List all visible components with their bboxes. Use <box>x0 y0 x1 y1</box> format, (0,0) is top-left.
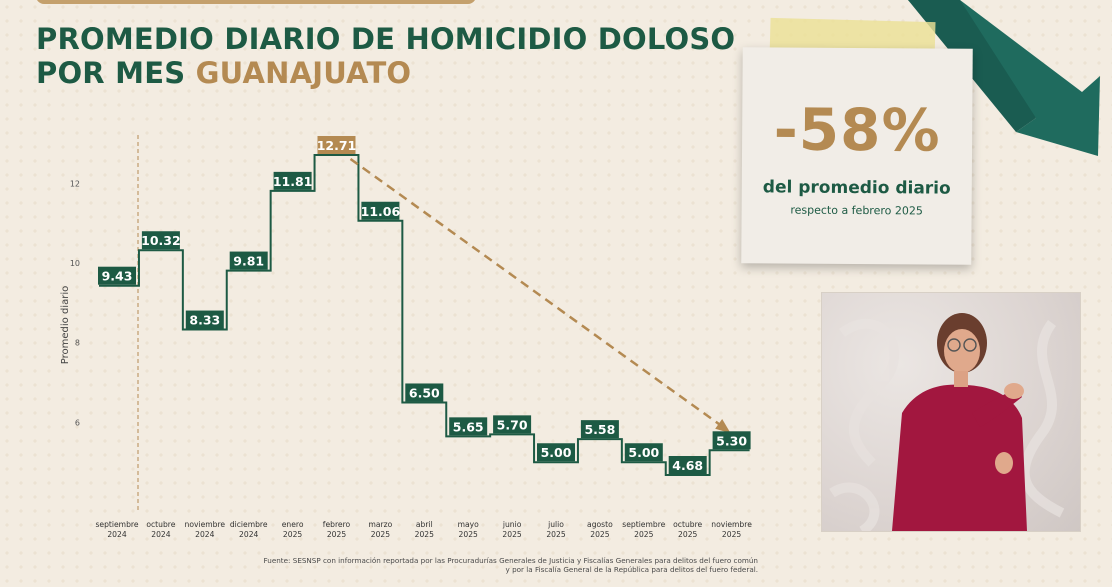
trend-arrow-head-icon <box>715 418 731 434</box>
y-tick-label: 10 <box>70 259 80 268</box>
x-tick-month: junio <box>502 520 522 529</box>
page-title: PROMEDIO DIARIO DE HOMICIDIO DOLOSO POR … <box>36 22 735 90</box>
value-label: 5.70 <box>493 415 532 434</box>
value-label: 9.81 <box>229 251 268 270</box>
value-label-text: 4.68 <box>672 458 703 473</box>
value-label-box <box>273 171 312 190</box>
value-label-box <box>537 443 575 462</box>
value-label: 5.65 <box>449 417 488 436</box>
value-label-text: 10.32 <box>141 233 181 248</box>
value-label-box <box>493 415 532 434</box>
x-tick-year: 2024 <box>107 530 126 539</box>
value-label-text: 11.81 <box>273 174 313 189</box>
top-accent-bar <box>36 0 476 4</box>
value-label-box <box>580 420 619 439</box>
value-label-text: 5.00 <box>628 445 659 460</box>
x-tick-year: 2025 <box>546 530 565 539</box>
y-tick-label: 8 <box>75 339 80 348</box>
x-tick-month: septiembre <box>95 520 138 529</box>
x-tick-month: febrero <box>323 520 351 529</box>
trend-arrow-line <box>349 157 729 432</box>
percent-subcaption: respecto a febrero 2025 <box>790 203 923 218</box>
value-label: 9.43 <box>98 266 136 285</box>
value-label-text: 5.65 <box>453 419 484 434</box>
value-label-text: 5.30 <box>716 433 747 448</box>
y-tick-label: 6 <box>75 418 80 427</box>
x-tick-month: agosto <box>587 520 613 529</box>
x-tick-year: 2025 <box>634 530 653 539</box>
sign-language-interpreter-video <box>821 292 1081 532</box>
value-label-box <box>668 456 707 474</box>
title-line-1: PROMEDIO DIARIO DE HOMICIDIO DOLOSO <box>36 22 736 56</box>
value-label: 12.71 <box>317 136 357 154</box>
x-tick-month: octubre <box>673 520 702 529</box>
percent-value: -58% <box>773 95 941 165</box>
value-label-text: 9.43 <box>102 269 133 284</box>
x-tick-month: abril <box>416 520 433 529</box>
value-label-box <box>361 201 400 220</box>
y-tick-label: 12 <box>70 179 80 188</box>
x-tick-year: 2024 <box>151 530 170 539</box>
x-tick-month: mayo <box>458 520 480 529</box>
title-line-2-highlight: GUANAJUATO <box>195 56 412 90</box>
x-tick-year: 2024 <box>239 530 258 539</box>
source-line-1: Fuente: SESNSP con información reportada… <box>263 556 758 565</box>
x-tick-year: 2025 <box>502 530 521 539</box>
value-label-text: 6.50 <box>409 385 440 400</box>
x-tick-month: diciembre <box>230 520 268 529</box>
interpreter-figure <box>829 313 1065 531</box>
value-label: 5.00 <box>624 443 663 462</box>
value-label-text: 5.00 <box>541 445 572 460</box>
value-label: 8.33 <box>185 310 224 329</box>
y-axis-label: Promedio diario <box>60 286 71 364</box>
x-tick-year: 2025 <box>722 530 741 539</box>
value-label-box <box>405 383 444 402</box>
value-label: 5.30 <box>712 431 751 450</box>
percent-card: -58% del promedio diario respecto a febr… <box>741 47 973 265</box>
value-label-box <box>449 417 488 436</box>
value-label-box <box>229 251 268 270</box>
x-tick-year: 2025 <box>678 530 697 539</box>
value-label-text: 9.81 <box>233 254 264 269</box>
step-line <box>99 154 750 476</box>
x-tick-month: septiembre <box>622 520 665 529</box>
x-tick-month: marzo <box>368 520 392 529</box>
value-label: 11.81 <box>273 171 313 190</box>
value-label-text: 12.71 <box>317 138 357 153</box>
x-tick-month: octubre <box>146 520 175 529</box>
value-label-box <box>185 310 224 329</box>
percent-caption: del promedio diario <box>762 177 951 199</box>
x-tick-year: 2025 <box>415 530 434 539</box>
value-label: 5.58 <box>580 420 619 439</box>
value-label-box <box>712 431 751 450</box>
x-tick-month: julio <box>547 520 564 529</box>
x-tick-month: enero <box>282 520 304 529</box>
x-tick-year: 2025 <box>283 530 302 539</box>
title-line-2-prefix: POR MES <box>36 56 196 90</box>
value-label-text: 8.33 <box>189 313 220 328</box>
value-label-text: 5.70 <box>497 417 528 432</box>
value-label-text: 11.06 <box>361 204 401 219</box>
x-tick-month: noviembre <box>185 520 226 529</box>
x-tick-year: 2025 <box>459 530 478 539</box>
value-label: 10.32 <box>141 231 181 250</box>
source-note: Fuente: SESNSP con información reportada… <box>198 556 758 574</box>
value-label-box <box>624 443 663 462</box>
value-label-text: 5.58 <box>584 422 615 437</box>
x-tick-year: 2024 <box>195 530 214 539</box>
x-tick-year: 2025 <box>371 530 390 539</box>
value-label: 4.68 <box>668 456 707 474</box>
value-label-box <box>317 136 356 154</box>
x-tick-year: 2025 <box>590 530 609 539</box>
value-label: 6.50 <box>405 383 444 402</box>
homicide-step-chart: 6 8 10 12 Promedio diario 9.43 10.32 8.33 9.81 11… <box>60 135 752 539</box>
value-label: 11.06 <box>361 201 401 220</box>
value-label: 5.00 <box>537 443 575 462</box>
x-tick-year: 2025 <box>327 530 346 539</box>
source-line-2: y por la Fiscalía General de la Repúblic… <box>505 565 758 574</box>
value-label-box <box>141 231 180 250</box>
value-label-box <box>98 266 136 285</box>
x-tick-month: noviembre <box>711 520 752 529</box>
